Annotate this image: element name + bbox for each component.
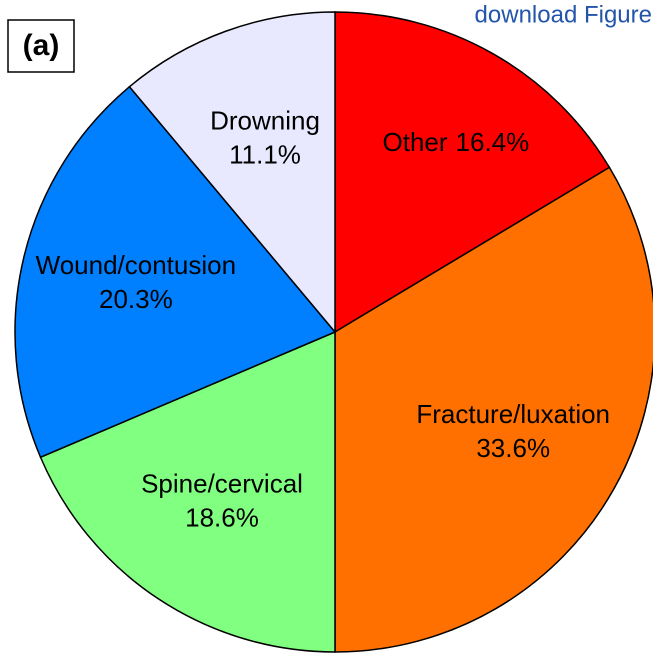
slice-label: Other 16.4% (383, 127, 530, 157)
download-link[interactable]: download Figure (475, 1, 652, 28)
value-label: 16.4% (456, 127, 530, 157)
category-label: Wound/contusion (36, 250, 236, 280)
pie-slice (128, 11, 336, 335)
panel-label: (a) (23, 29, 60, 62)
category-label: Spine/cervical (141, 469, 303, 499)
pie-slice (39, 330, 336, 653)
pie-slice (334, 166, 653, 653)
value-label: 11.1% (229, 139, 301, 169)
panel-box (7, 19, 75, 73)
category-label: Other (383, 127, 448, 157)
pie-slice (334, 11, 611, 334)
value-label: 33.6% (476, 433, 550, 463)
value-label: 20.3% (99, 284, 173, 314)
pie (14, 11, 653, 653)
category-label: Fracture/luxation (416, 399, 610, 429)
value-label: 18.6% (185, 503, 259, 533)
category-label: Drowning (210, 105, 320, 135)
pie-slice (14, 85, 337, 459)
labels: Other 16.4% Fracture/luxation 33.6% Spine/ce… (36, 105, 610, 532)
